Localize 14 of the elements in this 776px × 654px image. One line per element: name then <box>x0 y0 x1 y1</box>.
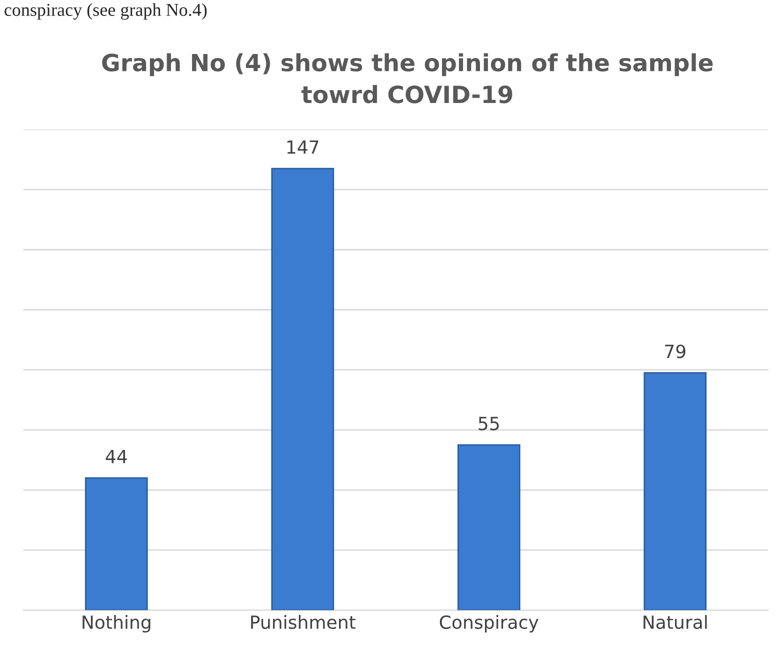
x-tick-label: Natural <box>644 615 707 630</box>
bar <box>457 444 520 610</box>
x-tick-label: Nothing <box>82 615 150 633</box>
data-label: 44 <box>106 450 127 464</box>
bar <box>84 477 148 610</box>
chart-title: Graph No (4) shows the opinion of the sample towrd COVID-19 <box>102 53 713 104</box>
x-tick-label: Conspiracy <box>440 615 538 633</box>
x-tick-label: Punishment <box>251 615 356 630</box>
bar <box>271 168 334 610</box>
bar <box>644 372 707 610</box>
data-label: 147 <box>287 140 318 154</box>
data-label: 55 <box>478 416 499 430</box>
data-label: 79 <box>665 344 686 358</box>
text: conspiracy (see graph No.4) <box>4 3 207 20</box>
